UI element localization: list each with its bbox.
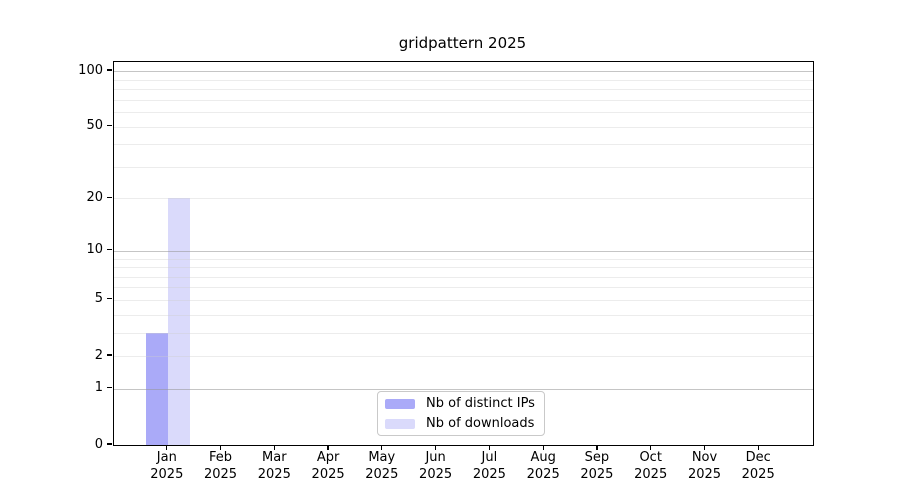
x-tick-label-jun: Jun 2025 [419, 450, 453, 482]
y-tick-label-1: 1 [94, 380, 103, 396]
x-tick-label-nov: Nov 2025 [687, 450, 722, 482]
x-tick-mark-apr [327, 445, 329, 451]
y-tick-mark-10 [107, 249, 112, 251]
y-gridline-9 [114, 258, 813, 260]
x-tick-label-mar: Mar 2025 [257, 450, 291, 482]
y-gridline-4 [114, 314, 813, 316]
y-tick-mark-20 [107, 196, 112, 198]
y-gridline-30 [114, 166, 813, 168]
legend-label-downloads: Nb of downloads [426, 416, 535, 431]
y-gridline-60 [114, 111, 813, 113]
y-gridline-90 [114, 79, 813, 81]
y-gridline-50 [114, 126, 813, 128]
y-tick-label-5: 5 [94, 291, 103, 307]
y-tick-label-20: 20 [86, 189, 103, 205]
y-tick-mark-2 [107, 354, 112, 356]
x-tick-mark-mar [273, 445, 275, 451]
y-gridline-70 [114, 99, 813, 101]
legend: Nb of distinct IPs Nb of downloads [377, 391, 545, 436]
y-gridline-10 [114, 250, 813, 252]
y-gridline-6 [114, 287, 813, 289]
x-tick-label-may: May 2025 [365, 450, 399, 482]
x-tick-mark-nov [703, 445, 706, 451]
y-tick-label-10: 10 [86, 242, 103, 258]
legend-entry-downloads: Nb of downloads [385, 415, 544, 432]
x-tick-mark-jul [488, 445, 491, 451]
y-gridline-5 [114, 299, 813, 301]
x-tick-mark-feb [219, 445, 222, 451]
x-tick-mark-oct [650, 445, 652, 451]
legend-swatch-downloads [385, 418, 415, 429]
y-gridline-1 [114, 388, 813, 390]
x-tick-label-aug: Aug 2025 [526, 450, 560, 482]
y-tick-label-50: 50 [86, 118, 103, 133]
y-tick-mark-1 [107, 387, 112, 389]
x-tick-label-sep: Sep 2025 [580, 450, 614, 482]
y-gridline-20 [114, 198, 813, 200]
x-tick-mark-may [381, 445, 383, 451]
y-tick-mark-0 [107, 443, 112, 445]
y-tick-mark-5 [107, 298, 112, 300]
y-tick-label-0: 0 [94, 436, 103, 452]
x-tick-label-apr: Apr 2025 [311, 450, 345, 482]
y-tick-mark-50 [107, 124, 112, 127]
x-tick-label-oct: Oct 2025 [634, 450, 668, 482]
y-tick-label-2: 2 [94, 347, 103, 363]
x-tick-label-jan: Jan 2025 [150, 450, 184, 482]
y-gridline-3 [114, 332, 813, 334]
x-tick-mark-sep [596, 445, 598, 451]
plot-area [113, 61, 814, 446]
x-tick-mark-jan [166, 445, 168, 451]
y-tick-mark-100 [107, 69, 112, 71]
y-gridline-2 [114, 356, 813, 357]
bar-nb-of-downloads-jan [167, 198, 190, 445]
x-tick-label-jul: Jul 2025 [472, 450, 506, 482]
x-tick-mark-dec [757, 445, 759, 451]
y-gridline-7 [114, 276, 813, 278]
chart-title: gridpattern 2025 [398, 34, 527, 52]
legend-label-distinct-ips: Nb of distinct IPs [426, 396, 535, 411]
y-gridline-100 [114, 71, 813, 73]
y-tick-label-100: 100 [78, 62, 103, 78]
legend-entry-distinct-ips: Nb of distinct IPs [385, 395, 544, 412]
x-tick-label-feb: Feb 2025 [203, 450, 238, 482]
x-tick-label-dec: Dec 2025 [741, 450, 775, 482]
x-tick-mark-jun [434, 445, 437, 451]
legend-swatch-distinct-ips [385, 398, 415, 409]
y-gridline-8 [114, 267, 813, 268]
y-gridline-80 [114, 89, 813, 90]
y-gridline-40 [114, 144, 813, 146]
x-tick-mark-aug [542, 445, 544, 451]
bar-nb-of-distinct-ips-jan [145, 332, 168, 445]
